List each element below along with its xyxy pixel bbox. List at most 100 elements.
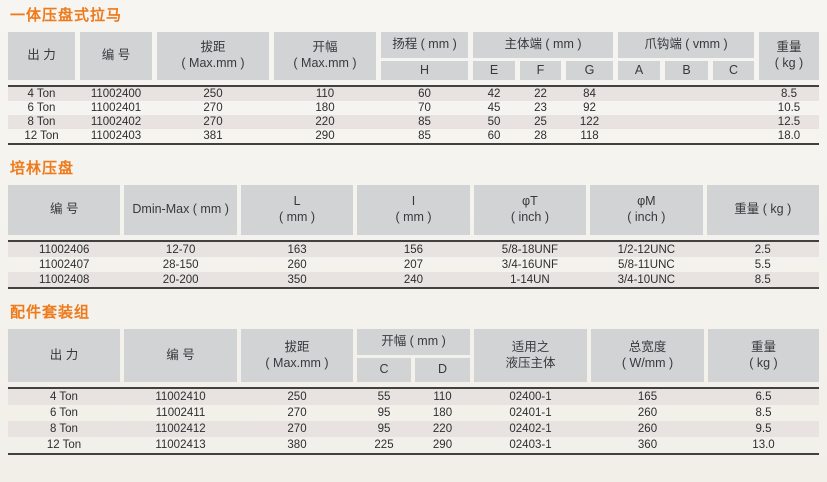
header-line: φM — [637, 194, 656, 209]
table-row: 12 Ton 11002413 380 225 290 02403-1 360 13.0 — [8, 437, 819, 453]
cell: 220 — [315, 116, 335, 128]
cell: 70 — [418, 102, 431, 114]
cell: 165 — [637, 391, 658, 403]
cell: 50 — [487, 116, 501, 128]
col-header-partno: 编 号 — [80, 32, 152, 80]
cell: 8.5 — [781, 88, 797, 100]
col-header-output: 出 力 — [8, 329, 120, 382]
cell: 250 — [287, 391, 307, 403]
cell: 12 Ton — [46, 439, 82, 451]
cell: 02402-1 — [509, 423, 552, 435]
cell: 25 — [534, 116, 547, 128]
table-body: 4 Ton 11002400 250 110 60 42 22 84 8.5 6 Ton 1100… — [8, 87, 819, 143]
cell: 110 — [315, 88, 335, 100]
divider-rule — [8, 85, 819, 87]
cell: 118 — [580, 130, 599, 142]
cell: 13.0 — [752, 439, 775, 451]
cell: 11002407 — [39, 258, 90, 271]
cell: 5/8-11UNC — [618, 258, 675, 271]
cell: 270 — [287, 423, 307, 435]
table-header: 出 力 编 号 拔距 ( Max.mm ) 开幅 ( mm ) C D 适用之 … — [8, 329, 819, 382]
cell: 1/2-12UNC — [617, 243, 676, 256]
header-line: 液压主体 — [505, 355, 556, 370]
header-line: ( mm ) — [395, 210, 432, 224]
header-line: ( mm ) — [279, 210, 316, 224]
table-row: 11002407 28-150 260 207 3/4-16UNF 5/8-11UNC 5.… — [8, 257, 819, 272]
table-header: 出 力 编 号 拔距 ( Max.mm ) 开幅 ( Max.mm ) 扬程 (… — [8, 32, 819, 80]
header-line: L — [293, 194, 301, 209]
cell: 8.5 — [754, 273, 771, 286]
header-line: ( Max.mm ) — [265, 355, 329, 370]
table-row: 12 Ton 11002403 381 290 85 60 28 118 18.0 — [8, 129, 819, 143]
col-header-l: L ( mm ) — [240, 185, 354, 235]
header-line: ( Max.mm ) — [293, 56, 357, 70]
cell: 22 — [534, 88, 547, 100]
header-line: ( inch ) — [510, 210, 550, 224]
cell: 45 — [487, 102, 501, 114]
col-header-output: 出 力 — [8, 32, 75, 80]
table-row: 8 Ton 11002412 270 95 220 02402-1 260 9.5 — [8, 421, 819, 437]
col-subheader-c: C — [713, 61, 754, 80]
section-accessory-kit: 配件套装组 出 力 编 号 拔距 ( Max.mm ) 开幅 ( mm ) C … — [8, 304, 819, 455]
divider-rule — [8, 143, 819, 145]
cell: 28 — [534, 130, 547, 142]
divider-rule — [8, 387, 819, 389]
cell: 1-14UN — [510, 273, 550, 286]
col-header-lift: 扬程 ( mm ) — [381, 32, 468, 58]
header-line: 适用之 — [511, 339, 550, 354]
section-title: 配件套装组 — [10, 304, 91, 321]
cell: 02400-1 — [509, 391, 552, 403]
cell: 18.0 — [777, 130, 801, 142]
cell: 92 — [583, 102, 596, 114]
cell: 6 Ton — [27, 102, 56, 114]
header-line: ( Max.mm ) — [181, 56, 245, 70]
cell: 11002410 — [155, 391, 206, 403]
cell: 380 — [287, 439, 307, 451]
catalog-page: 一体压盘式拉马 出 力 编 号 拔距 ( Max.mm ) 开幅 ( Max.m… — [8, 7, 819, 455]
header-line: 总宽度 — [628, 339, 667, 354]
col-subheader-b: B — [665, 61, 708, 80]
cell: 11002412 — [155, 423, 206, 435]
cell: 02403-1 — [509, 439, 552, 451]
cell: 85 — [418, 130, 431, 142]
header-line: 拔距 — [284, 339, 310, 354]
cell: 23 — [534, 102, 547, 114]
col-header-phi-t: φT ( inch ) — [473, 185, 587, 235]
col-subheader-h: H — [381, 61, 468, 80]
cell: 8.5 — [755, 407, 772, 419]
cell: 4 Ton — [50, 391, 78, 403]
cell: 180 — [315, 102, 335, 114]
cell: 20-200 — [162, 273, 199, 286]
cell: 12-70 — [165, 243, 196, 256]
cell: 360 — [637, 439, 658, 451]
cell: 5.5 — [754, 258, 771, 271]
cell: 84 — [583, 88, 596, 100]
cell: 270 — [203, 116, 223, 128]
col-subheader-f: F — [520, 61, 561, 80]
cell: 11002401 — [90, 102, 142, 114]
col-header-weight: 重量 ( kg ) — [708, 329, 819, 382]
cell: 3/4-10UNC — [617, 273, 676, 286]
col-header-partno: 编 号 — [8, 185, 121, 235]
col-subheader-g: G — [566, 61, 613, 80]
cell: 8 Ton — [50, 423, 78, 435]
cell: 11002403 — [90, 130, 142, 142]
cell: 12.5 — [777, 116, 801, 128]
section-title: 培林压盘 — [10, 160, 75, 177]
col-header-pull-distance: 拔距 ( Max.mm ) — [241, 329, 353, 382]
section-title: 一体压盘式拉马 — [10, 7, 123, 24]
cell: 9.5 — [755, 423, 772, 435]
cell: 2.5 — [754, 243, 771, 256]
col-header-total-width: 总宽度 ( W/mm ) — [591, 329, 704, 382]
cell: 60 — [418, 88, 431, 100]
header-line: 重量 — [776, 40, 802, 55]
table-row: 6 Ton 11002401 270 180 70 45 23 92 10.5 — [8, 101, 819, 115]
cell: 240 — [403, 273, 424, 286]
table-row: 6 Ton 11002411 270 95 180 02401-1 260 8.5 — [8, 405, 819, 421]
divider-rule — [8, 453, 819, 455]
cell: 260 — [287, 258, 307, 271]
header-line: 重量 — [750, 339, 776, 354]
cell: 122 — [579, 116, 600, 128]
cell: 95 — [377, 407, 391, 419]
cell: 110 — [433, 391, 452, 403]
